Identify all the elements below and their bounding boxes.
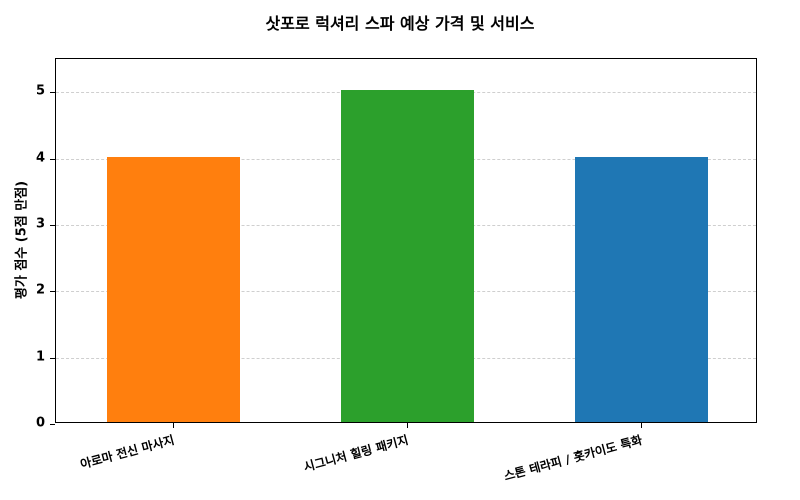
y-tick-label: 2 — [35, 282, 45, 298]
x-tick — [407, 423, 408, 428]
x-tick — [173, 423, 174, 428]
x-tick-label: 스톤 테라피 / 홋카이도 특화 — [502, 432, 644, 484]
y-tick-label: 4 — [35, 150, 45, 166]
bar — [106, 156, 240, 422]
plot-area — [50, 58, 757, 428]
x-tick-label: 시그니처 힐링 패키지 — [302, 432, 410, 475]
bar — [340, 90, 474, 422]
x-tick-label: 아로마 전신 마사지 — [78, 432, 176, 472]
y-tick — [50, 291, 55, 293]
y-tick-label: 1 — [35, 349, 45, 365]
bar — [574, 156, 708, 422]
y-tick — [50, 357, 55, 359]
y-axis-title: 평가 점수 (5점 만점) — [14, 180, 30, 300]
y-tick — [50, 224, 55, 226]
y-tick-label: 5 — [35, 83, 45, 99]
y-tick — [50, 424, 55, 425]
chart-title: 삿포로 럭셔리 스파 예상 가격 및 서비스 — [265, 14, 535, 33]
y-tick-label: 3 — [35, 216, 45, 232]
y-tick — [50, 158, 55, 160]
x-tick — [641, 423, 642, 428]
y-tick-label: 0 — [35, 415, 45, 431]
y-tick — [50, 92, 55, 94]
